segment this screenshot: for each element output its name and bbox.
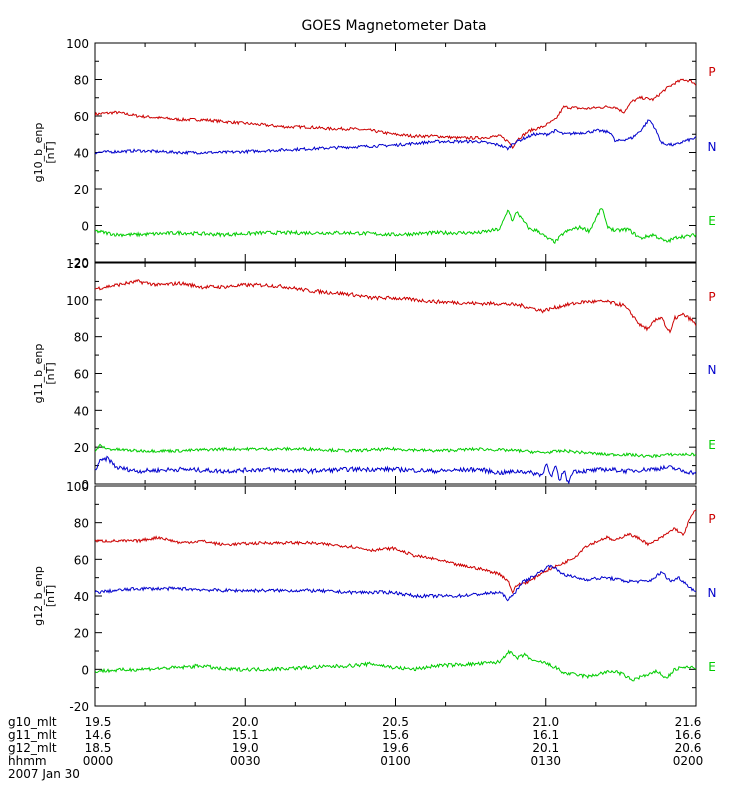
footer-value: 21.0 — [532, 715, 560, 729]
y-tick-label: 40 — [74, 404, 89, 418]
series-E-line — [95, 649, 696, 682]
footer-row-label: hhmm — [8, 754, 47, 768]
y-tick-label: 80 — [74, 331, 89, 345]
y-tick-label: 20 — [74, 627, 89, 641]
legend-E: E — [708, 438, 716, 452]
y-tick-label: 60 — [74, 553, 89, 567]
y-tick-label: 100 — [66, 294, 89, 308]
y-axis-label: g11_b_enp — [32, 344, 45, 404]
footer-row-label: g11_mlt — [8, 728, 57, 742]
y-axis-unit: [nT] — [44, 362, 57, 384]
y-axis-label: g10_b_enp — [32, 123, 45, 183]
footer-value: 0130 — [530, 754, 562, 768]
footer-value: 0100 — [380, 754, 411, 768]
legend-P: P — [708, 512, 715, 526]
series-N-line — [95, 564, 696, 602]
footer-value: 15.1 — [231, 728, 259, 742]
footer-value: 20.0 — [231, 715, 259, 729]
legend-E: E — [708, 214, 716, 228]
y-tick-label: 40 — [74, 590, 89, 604]
footer-value: 20.1 — [532, 741, 560, 755]
legend-P: P — [708, 290, 715, 304]
y-axis-unit: [nT] — [44, 585, 57, 607]
footer-value: 18.5 — [84, 741, 112, 755]
y-tick-label: 100 — [66, 37, 89, 51]
y-tick-label: 20 — [74, 183, 89, 197]
y-tick-label: 60 — [74, 368, 89, 382]
series-N-line — [95, 455, 696, 484]
footer-value: 16.1 — [532, 728, 560, 742]
footer-value: 15.6 — [382, 728, 409, 742]
y-tick-label: 40 — [74, 147, 89, 161]
footer-value: 16.6 — [674, 728, 702, 742]
footer-row-label: g12_mlt — [8, 741, 57, 755]
series-E-line — [95, 208, 696, 244]
series-P-line — [95, 78, 696, 150]
series-N-line — [95, 119, 696, 156]
y-tick-label: 0 — [81, 220, 89, 234]
legend-E: E — [708, 660, 716, 674]
y-tick-label: 0 — [81, 478, 89, 492]
panel-g10_b_enp: 100 80 60 40 20 0 -20 g10_b_enp [nT] P N E — [32, 37, 716, 270]
y-tick-label: -20 — [69, 700, 89, 714]
footer-value: 20.5 — [382, 715, 409, 729]
legend-N: N — [708, 586, 717, 600]
footer-value: 20.6 — [674, 741, 702, 755]
legend-N: N — [708, 363, 717, 377]
y-tick-label: 80 — [74, 74, 89, 88]
chart-title: GOES Magnetometer Data — [301, 18, 486, 34]
footer-value: 0000 — [82, 754, 114, 768]
footer-value: 19.6 — [382, 741, 409, 755]
y-axis-unit: [nT] — [44, 141, 57, 163]
legend-N: N — [708, 140, 717, 154]
footer-value: 0030 — [229, 754, 261, 768]
y-axis-label: g12_b_enp — [32, 566, 45, 626]
footer-row-label: g10_mlt — [8, 715, 57, 729]
y-tick-label: 80 — [74, 517, 89, 531]
series-E-line — [95, 443, 696, 459]
footer-value: 21.6 — [674, 715, 702, 729]
footer-value: 14.6 — [84, 728, 112, 742]
y-tick-label: -20 — [69, 256, 89, 270]
y-tick-label: 60 — [74, 110, 89, 124]
footer-value: 19.0 — [231, 741, 259, 755]
y-tick-label: 100 — [66, 480, 89, 494]
footer-date: 2007 Jan 30 — [8, 767, 80, 781]
footer-value: 0200 — [672, 754, 704, 768]
footer-value: 19.5 — [84, 715, 112, 729]
panel-g11_b_enp: 120 100 80 60 40 20 0 g11_b_enp [nT] P N E — [32, 257, 716, 492]
series-P-line — [95, 509, 696, 594]
y-tick-label: 20 — [74, 441, 89, 455]
y-tick-label: 0 — [81, 663, 89, 677]
panel-g12_b_enp: 100 80 60 40 20 0 -20 g12_b_enp [nT] P N E — [32, 480, 716, 714]
legend-P: P — [708, 65, 715, 79]
series-P-line — [95, 279, 696, 334]
plot-frame — [94, 42, 697, 263]
y-tick-label: 120 — [66, 257, 89, 271]
